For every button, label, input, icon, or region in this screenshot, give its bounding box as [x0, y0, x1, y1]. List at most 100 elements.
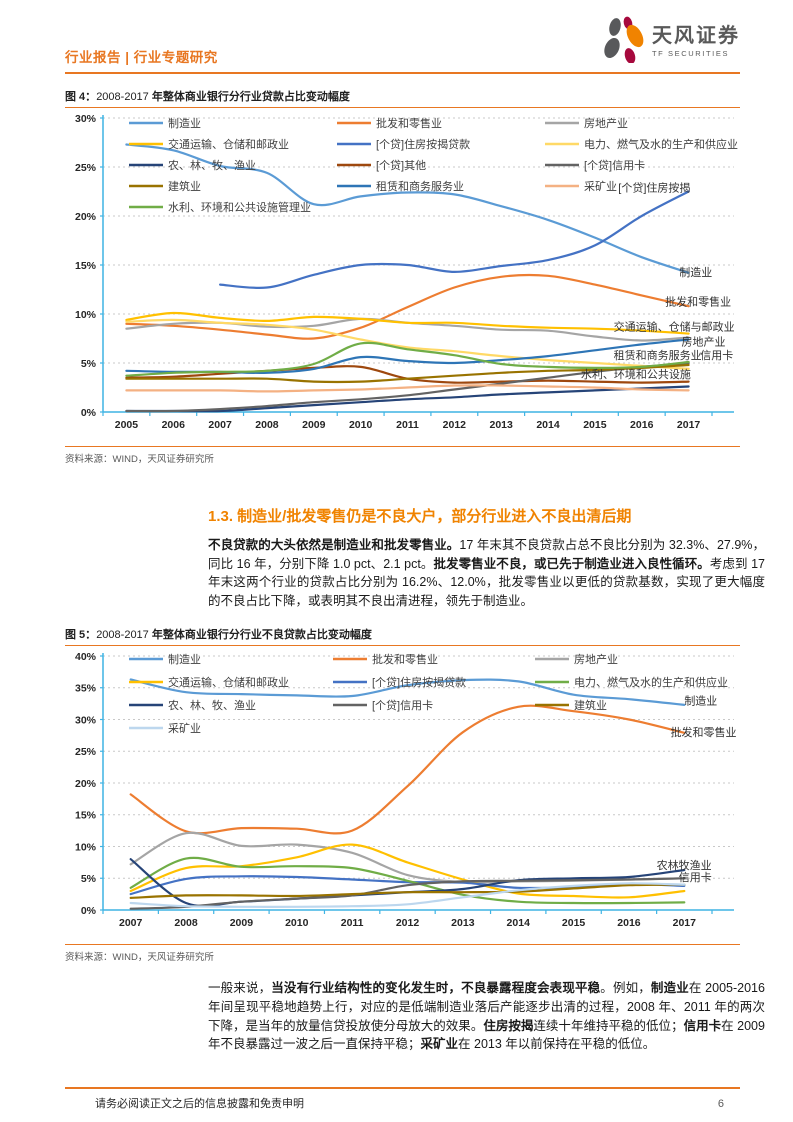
x-axis-tick-label: 2013 [490, 419, 514, 431]
x-axis-tick-label: 2011 [341, 917, 364, 929]
series-line [219, 190, 690, 289]
page-number: 6 [717, 1098, 724, 1110]
series-annotation: 农林牧渔业 [657, 858, 712, 872]
series-line [129, 877, 686, 911]
series-line [129, 882, 686, 909]
x-axis-tick-label: 2009 [230, 917, 254, 929]
x-axis-tick-label: 2012 [443, 419, 467, 431]
x-axis-tick-label: 2014 [536, 419, 560, 431]
series-line [129, 678, 686, 707]
series-line [125, 311, 690, 335]
legend-label: 批发和零售业 [372, 652, 438, 666]
y-axis-tick-label: 30% [75, 715, 97, 727]
legend-label: [个贷]信用卡 [584, 158, 645, 172]
logo-text: 天风证券 TF SECURITIES [652, 26, 740, 58]
y-axis-tick-label: 25% [75, 162, 97, 174]
x-axis-tick-label: 2016 [630, 419, 654, 431]
x-axis-tick-label: 2008 [174, 917, 198, 929]
x-axis-tick-label: 2005 [115, 419, 139, 431]
series-annotation: 交通运输、仓储与邮政业 [614, 320, 735, 334]
series-annotation: 批发和零售业 [670, 726, 736, 740]
x-axis-tick-label: 2017 [677, 419, 701, 431]
y-axis-tick-label: 20% [75, 778, 97, 790]
x-axis-tick-label: 2007 [208, 419, 232, 431]
series-annotation: 房地产业 [682, 334, 726, 348]
series-line [129, 843, 686, 900]
y-axis-tick-label: 5% [81, 358, 97, 370]
legend-label: 农、林、牧、渔业 [168, 158, 256, 172]
page-footer: 请务必阅读正文之后的信息披露和免责申明 6 [65, 1083, 740, 1111]
legend-label: 制造业 [168, 116, 201, 130]
series-annotation: 制造业 [684, 694, 717, 708]
legend-label: 批发和零售业 [376, 116, 442, 130]
y-axis-tick-label: 30% [75, 113, 97, 125]
legend-label: 农、林、牧、渔业 [168, 698, 256, 712]
legend-label: 租赁和商务服务业 [376, 179, 464, 193]
x-axis-tick-label: 2008 [255, 419, 279, 431]
figure5-bottom-rule [65, 944, 740, 946]
x-axis-tick-label: 2012 [396, 917, 420, 929]
legend-label: [个贷]住房按揭贷款 [372, 675, 466, 689]
legend-label: 采矿业 [584, 180, 617, 193]
y-axis-tick-label: 15% [75, 810, 97, 822]
figure-5: 图 5：2008-2017 年整体商业银行分行业不良贷款占比变动幅度 0% 5% 1… [65, 626, 740, 963]
series-line [125, 363, 690, 384]
y-axis-tick-label: 25% [75, 746, 97, 758]
series-line [125, 273, 690, 340]
paragraph-stability-analysis: 一般来说，当没有行业结构性的变化发生时，不良暴露程度会表现平稳。例如，制造业在 … [208, 981, 765, 1052]
footer-disclaimer: 请务必阅读正文之后的信息披露和免责申明 [95, 1098, 304, 1110]
x-axis-tick-label: 2014 [507, 917, 531, 929]
y-axis-tick-label: 15% [75, 260, 97, 272]
x-axis-tick-label: 2016 [617, 917, 641, 929]
legend-label: 制造业 [168, 652, 201, 666]
figure4-top-rule [65, 107, 740, 108]
legend-label: 交通运输、仓储和邮政业 [168, 675, 289, 689]
brand-subtitle: TF SECURITIES [652, 48, 730, 58]
figure4-caption: 图 4：2008-2017 年整体商业银行分行业贷款占比变动幅度 [65, 91, 350, 103]
figure5-source: 资料来源：WIND，天风证券研究所 [65, 952, 214, 964]
page-header: 行业报告 | 行业专题研究 天风证券 TF SECURITIES [65, 0, 740, 68]
x-axis-tick-label: 2007 [119, 917, 143, 929]
y-axis-tick-label: 0% [81, 905, 97, 917]
legend-label: 采矿业 [168, 722, 201, 735]
series-line [125, 384, 690, 393]
y-axis-tick-label: 35% [75, 683, 97, 695]
x-axis-tick-label: 2011 [396, 419, 419, 431]
series-line [125, 385, 690, 413]
tf-securities-logo: 天风证券 TF SECURITIES [600, 15, 740, 68]
series-line [129, 875, 686, 896]
series-annotation: 信用卡 [700, 349, 733, 362]
figure5-caption: 图 5：2008-2017 年整体商业银行分行业不良贷款占比变动幅度 [65, 629, 372, 642]
y-axis-tick-label: 40% [75, 651, 97, 663]
series-annotation: 水利、环境和公共设施 [581, 367, 691, 381]
legend-label: 交通运输、仓储和邮政业 [168, 137, 289, 151]
figure5-chart: 0% 5% 10% 15% 20% 25% 30% 35% 40% 2007 2008 2009 201… [65, 646, 740, 941]
x-axis-tick-label: 2009 [302, 419, 326, 431]
legend-label: 房地产业 [584, 116, 628, 130]
figure5-top-rule [65, 645, 740, 647]
figure4-source: 资料来源：WIND，天风证券研究所 [65, 454, 214, 465]
y-axis-tick-label: 5% [81, 873, 97, 885]
legend-label: [个贷]其他 [376, 158, 426, 172]
series-line [125, 318, 690, 370]
legend-label: 水利、环境和公共设施管理业 [168, 200, 311, 214]
x-axis-tick-label: 2017 [673, 917, 697, 929]
series-line [129, 857, 686, 905]
report-page: 行业报告 | 行业专题研究 天风证券 TF SECURITIES 图 4：200… [65, 0, 765, 1054]
y-axis-tick-label: 0% [81, 407, 97, 419]
series-annotation: 信用卡 [679, 871, 712, 884]
paragraph-npl-analysis: 不良贷款的大头依然是制造业和批发零售业。17 年末其不良贷款占总不良比分别为 3… [208, 538, 765, 608]
header-divider [65, 72, 740, 74]
footer-divider [65, 1087, 740, 1089]
figure4-bottom-rule [65, 446, 740, 447]
report-type-label: 行业报告 | 行业专题研究 [65, 50, 218, 65]
figure-4: 图 4：2008-2017 年整体商业银行分行业贷款占比变动幅度 0% 5% 10%… [65, 88, 740, 465]
series-line [129, 704, 686, 835]
section-heading-1-3: 1.3. 制造业/批发零售仍是不良大户，部分行业进入不良出清后期 [208, 508, 632, 525]
y-axis-tick-label: 10% [75, 842, 97, 854]
series-annotation: [个贷]住房按揭 [618, 181, 690, 195]
x-axis-tick-label: 2010 [349, 419, 373, 431]
series-line [129, 883, 686, 900]
series-annotation: 制造业 [679, 265, 712, 279]
y-axis-tick-label: 20% [75, 211, 97, 223]
